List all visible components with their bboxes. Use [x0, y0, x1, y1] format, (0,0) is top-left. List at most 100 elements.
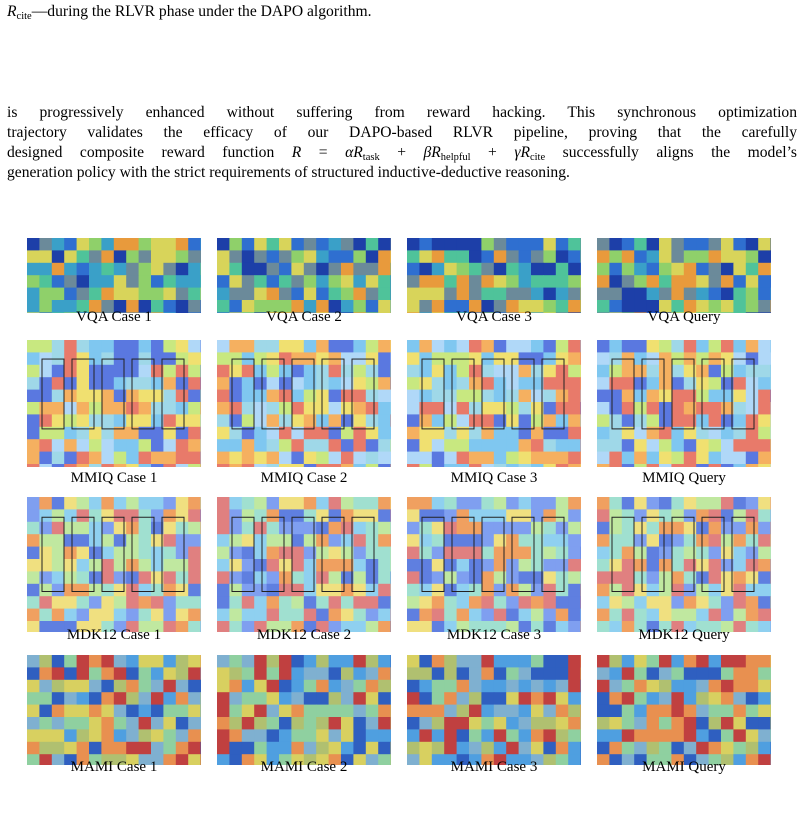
heatmap-cell	[328, 250, 342, 264]
heatmap-cell	[671, 340, 685, 353]
heatmap-cell	[126, 300, 140, 313]
heatmap-cell	[758, 521, 771, 535]
sketch	[671, 516, 695, 592]
heatmap-cell	[188, 655, 201, 668]
heatmap-cell	[758, 426, 771, 440]
heatmap-cell	[353, 414, 367, 428]
heatmap-cell	[407, 389, 420, 403]
heatmap-cell	[291, 414, 305, 428]
heatmap-cell	[266, 679, 280, 693]
heatmap-cell	[39, 287, 53, 301]
heatmap-cell	[89, 464, 102, 467]
heatmap-cell	[291, 717, 305, 730]
heatmap-cell	[531, 262, 544, 276]
heatmap-cell	[39, 596, 53, 610]
heatmap-cell	[76, 534, 90, 548]
heatmap-cell	[506, 275, 520, 289]
heatmap-cell	[481, 717, 495, 730]
heatmap-cell	[444, 741, 458, 755]
heatmap-cell	[316, 596, 330, 610]
heatmap-cell	[188, 679, 201, 693]
heatmap-cell	[568, 521, 581, 535]
heatmap-cell	[279, 312, 292, 313]
heatmap-cell	[254, 509, 268, 523]
heatmap-cell	[518, 741, 532, 755]
heatmap-cell	[407, 667, 420, 681]
heatmap-cell	[481, 497, 495, 510]
heatmap-cell	[696, 534, 710, 548]
heatmap-cell	[609, 559, 623, 572]
heatmap-cell	[163, 464, 177, 467]
heatmap-cell	[481, 414, 495, 428]
sketch	[321, 358, 345, 430]
heatmap-cell	[316, 300, 330, 313]
heatmap-cell	[89, 655, 102, 668]
heatmap-cell	[217, 439, 230, 453]
heatmap-cell	[518, 559, 532, 572]
heatmap-cell	[188, 608, 201, 622]
heatmap-cell	[163, 509, 177, 523]
heatmap-cell	[555, 754, 569, 765]
heatmap-cell	[328, 717, 342, 730]
heatmap-cell	[506, 596, 520, 610]
heatmap-cell	[353, 741, 367, 755]
heatmap-cell	[76, 300, 90, 313]
heatmap-cell	[683, 667, 697, 681]
heatmap-cell	[64, 754, 78, 765]
heatmap-cell	[113, 464, 127, 467]
heatmap-cell	[444, 312, 458, 313]
heatmap-cell	[431, 729, 445, 743]
heatmap-cell	[431, 559, 445, 572]
heatmap-cell	[188, 521, 201, 535]
heatmap-cell	[353, 426, 367, 440]
heatmap-cell	[733, 402, 747, 415]
heatmap-cell	[188, 250, 201, 264]
heatmap-cell	[518, 364, 532, 378]
heatmap-cell	[609, 741, 623, 755]
heatmap-cell	[254, 704, 268, 718]
heatmap-cell	[39, 621, 53, 632]
heatmap-cell	[64, 717, 78, 730]
heatmap-cell	[609, 377, 623, 391]
heatmap-cell	[555, 426, 569, 440]
sketch	[421, 358, 445, 430]
heatmap-cell	[175, 717, 189, 730]
sketch	[131, 516, 155, 592]
heatmap-cell	[708, 414, 722, 428]
heatmap-cell	[481, 426, 495, 440]
heatmap-cell	[138, 717, 152, 730]
heatmap-cell	[568, 340, 581, 353]
heatmap-cell	[51, 754, 65, 765]
heatmap-cell	[378, 352, 391, 366]
heatmap-cell	[634, 312, 648, 313]
heatmap-cell	[609, 497, 623, 510]
heatmap-cell	[303, 546, 317, 560]
heatmap-cell	[328, 509, 342, 523]
heatmap-cell	[431, 275, 445, 289]
heatmap-cell	[229, 754, 243, 765]
heatmap-cell	[568, 717, 581, 730]
heatmap-cell	[543, 402, 557, 415]
heatmap-cell	[456, 238, 470, 251]
heatmap-cell	[431, 377, 445, 391]
heatmap-cell	[365, 426, 379, 440]
heatmap-cell	[481, 364, 495, 378]
heatmap-cell	[303, 250, 317, 264]
heatmap-cell	[188, 312, 201, 313]
heatmap-cell	[708, 534, 722, 548]
heatmap-cell	[597, 300, 610, 313]
heatmap-cell	[419, 312, 433, 313]
heatmap-cell	[126, 287, 140, 301]
heatmap-cell	[163, 312, 177, 313]
heatmap-cell	[188, 439, 201, 453]
heatmap-cell	[188, 402, 201, 415]
heatmap-cell	[279, 704, 292, 718]
heatmap-cell	[138, 464, 152, 467]
sketch	[71, 516, 95, 592]
heatmap-cell	[353, 521, 367, 535]
heatmap-cell	[126, 534, 140, 548]
heatmap-cell	[217, 250, 230, 264]
heatmap-cell	[217, 704, 230, 718]
heatmap-cell	[696, 608, 710, 622]
heatmap-cell	[188, 464, 201, 467]
